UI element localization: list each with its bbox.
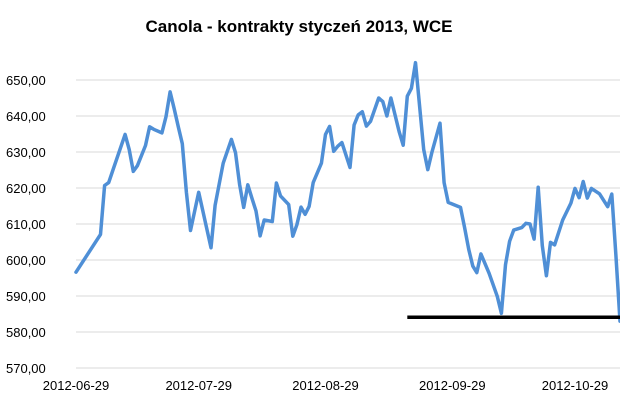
gridlines [76, 79, 620, 369]
x-tick-label: 2012-07-29 [165, 378, 232, 393]
y-tick-label: 600,00 [6, 253, 46, 268]
y-tick-label: 650,00 [6, 73, 46, 88]
y-tick-label: 580,00 [6, 325, 46, 340]
y-tick-label: 630,00 [6, 145, 46, 160]
series-group [74, 60, 620, 323]
x-tick-label: 2012-08-29 [292, 378, 359, 393]
x-tick-label: 2012-10-29 [542, 378, 609, 393]
y-tick-label: 590,00 [6, 289, 46, 304]
series-line [74, 60, 620, 323]
x-axis-tick-labels: 2012-06-29 2012-07-29 2012-08-29 2012-09-29… [43, 378, 609, 393]
y-axis-tick-labels: 570,00 580,00 590,00 600,00 610,00 620,00 630,… [6, 73, 46, 376]
y-tick-label: 640,00 [6, 109, 46, 124]
x-tick-label: 2012-06-29 [43, 378, 110, 393]
y-tick-label: 620,00 [6, 181, 46, 196]
y-tick-label: 570,00 [6, 361, 46, 376]
y-tick-label: 610,00 [6, 217, 46, 232]
chart-title: Canola - kontrakty styczeń 2013, WCE [145, 17, 452, 36]
x-tick-label: 2012-09-29 [419, 378, 486, 393]
